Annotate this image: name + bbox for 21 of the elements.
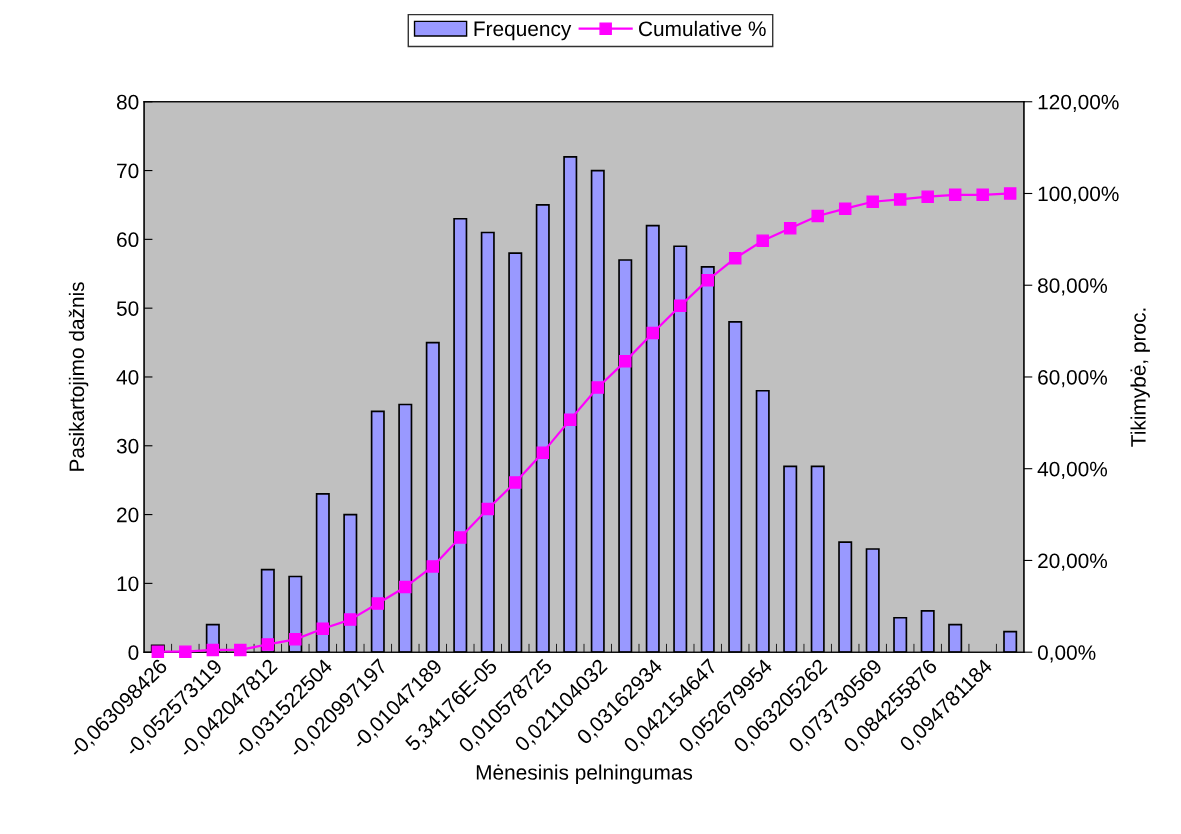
y2-tick-label: 60,00% xyxy=(1038,369,1108,388)
legend-label: Cumulative % xyxy=(639,20,766,37)
y2-tick-label: 40,00% xyxy=(1037,461,1108,479)
y-axis-title: Pasikartojimo dažnis xyxy=(68,282,89,471)
y-tick-label: 30 xyxy=(116,438,139,454)
y2-axis-title: Tikimybė, proc. xyxy=(1130,308,1150,447)
legend-label: Frequency xyxy=(474,21,572,41)
y-tick-label: 40 xyxy=(116,369,139,385)
y2-tick-label: 0,00% xyxy=(1037,645,1096,663)
y2-tick-label: 20,00% xyxy=(1038,553,1108,571)
y-tick-label: 60 xyxy=(117,232,139,248)
y-tick-label: 0 xyxy=(128,645,139,660)
y2-tick-label: 80,00% xyxy=(1038,278,1108,296)
y-tick-label: 80 xyxy=(116,94,139,110)
y-tick-label: 20 xyxy=(117,507,139,523)
y2-tick-label: 120,00% xyxy=(1038,94,1119,112)
x-axis-title: Mėnesinis pelningumas xyxy=(476,764,693,784)
y-tick-label: 10 xyxy=(117,576,139,592)
y-tick-label: 70 xyxy=(117,163,139,179)
y-tick-label: 50 xyxy=(116,301,139,316)
y2-tick-label: 100,00% xyxy=(1038,186,1119,204)
